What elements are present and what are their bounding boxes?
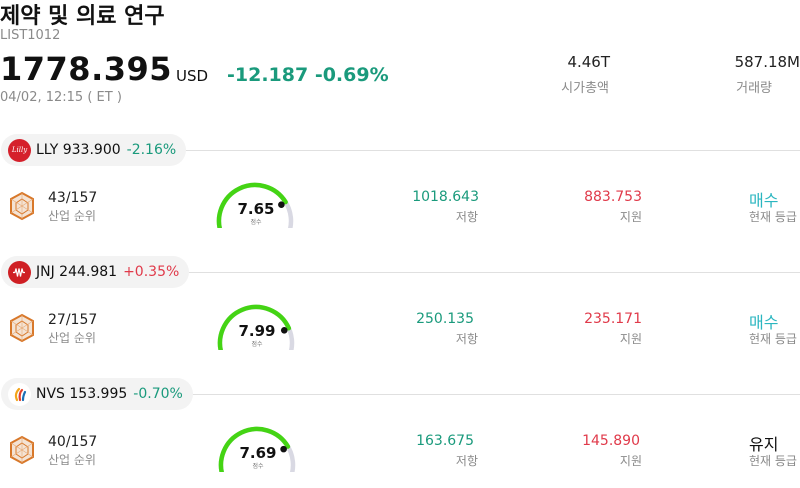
support-value: 235.171	[584, 311, 642, 327]
industry-rank-label: 산업 순위	[48, 209, 96, 223]
list-id: LIST1012	[0, 28, 61, 43]
hexagon-rank-icon	[10, 191, 34, 221]
industry-rank-label: 산업 순위	[48, 453, 96, 467]
hexagon-rank-icon	[10, 435, 34, 465]
score-value: 7.69	[239, 444, 277, 462]
section-divider	[180, 272, 800, 273]
support-value: 145.890	[582, 433, 640, 449]
page-title: 제약 및 의료 연구	[0, 4, 165, 29]
stock-change: -0.70%	[133, 386, 183, 402]
industry-rank-value: 43/157	[48, 190, 98, 206]
score-value: 7.65	[237, 200, 275, 218]
section-divider	[180, 394, 800, 395]
score-gauge	[217, 304, 295, 350]
novartis-logo-icon	[8, 382, 31, 406]
index-change: -12.187 -0.69%	[227, 64, 389, 86]
resistance-label: 저항	[455, 210, 478, 224]
stock-pill[interactable]: JNJ 244.981 +0.35%	[1, 256, 190, 288]
stock-symbol-price: NVS 153.995	[36, 386, 128, 402]
stock-symbol-price: JNJ 244.981	[36, 264, 118, 280]
score-gauge	[216, 182, 294, 228]
volume-value: 587.18M	[734, 53, 800, 71]
support-label: 지원	[619, 454, 642, 468]
score-label: 점수	[251, 341, 263, 348]
stock-change: +0.35%	[123, 264, 180, 280]
resistance-value: 163.675	[416, 433, 474, 449]
rating-label: 현재 등급	[749, 454, 797, 468]
jnj-logo-icon	[8, 260, 31, 284]
industry-rank-value: 40/157	[48, 434, 98, 450]
rating-value[interactable]: 매수	[749, 313, 779, 332]
stock-pill[interactable]: Lilly LLY 933.900 -2.16%	[1, 134, 187, 166]
score-label: 점수	[252, 463, 264, 470]
rating-label: 현재 등급	[749, 332, 797, 346]
resistance-value: 1018.643	[412, 189, 479, 205]
stock-pill[interactable]: NVS 153.995 -0.70%	[1, 378, 193, 410]
stock-symbol-price: LLY 933.900	[36, 142, 121, 158]
resistance-label: 저항	[455, 332, 478, 346]
volume-label: 거래량	[736, 81, 772, 96]
support-label: 지원	[619, 332, 642, 346]
rating-value[interactable]: 유지	[749, 435, 779, 454]
hexagon-rank-icon	[10, 313, 34, 343]
market-cap-label: 시가총액	[561, 81, 609, 96]
support-label: 지원	[619, 210, 642, 224]
market-cap-value: 4.46T	[567, 53, 610, 71]
resistance-label: 저항	[455, 454, 478, 468]
currency-label: USD	[176, 67, 209, 85]
timestamp: 04/02, 12:15 ( ET )	[0, 90, 122, 105]
index-price: 1778.395	[0, 50, 173, 88]
industry-rank-label: 산업 순위	[48, 331, 96, 345]
section-divider	[180, 150, 800, 151]
support-value: 883.753	[584, 189, 642, 205]
score-gauge	[218, 426, 296, 472]
resistance-value: 250.135	[416, 311, 474, 327]
score-label: 점수	[250, 219, 262, 226]
rating-label: 현재 등급	[749, 210, 797, 224]
stock-change: -2.16%	[126, 142, 177, 158]
score-value: 7.99	[238, 322, 276, 340]
rating-value[interactable]: 매수	[749, 191, 779, 210]
industry-rank-value: 27/157	[48, 312, 98, 328]
lilly-logo-icon: Lilly	[8, 138, 31, 162]
